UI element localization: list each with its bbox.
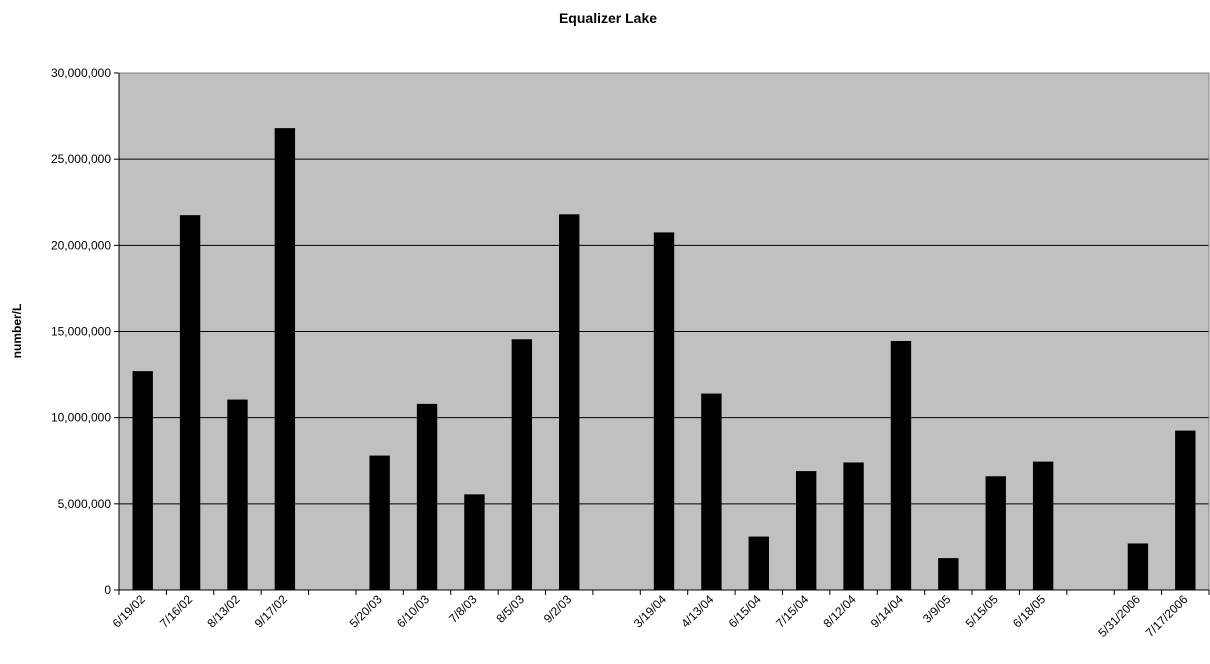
bar — [1032, 461, 1054, 590]
x-tick-label: 7/8/03 — [446, 592, 480, 626]
bar — [795, 471, 817, 590]
chart-title: Equalizer Lake — [559, 10, 657, 26]
y-tick-label: 15,000,000 — [51, 325, 111, 339]
x-tick-label: 8/13/02 — [204, 592, 242, 630]
bar — [227, 399, 248, 590]
y-tick-label: 5,000,000 — [58, 497, 112, 511]
bar — [653, 232, 675, 591]
y-tick-label: 25,000,000 — [51, 152, 111, 166]
bar — [132, 371, 153, 590]
bar — [1175, 430, 1196, 590]
bar — [464, 494, 485, 590]
y-tick-label: 0 — [104, 583, 111, 597]
y-tick-label: 30,000,000 — [51, 66, 111, 80]
x-tick-label: 6/19/02 — [110, 592, 148, 630]
x-tick-label: 6/18/05 — [1010, 592, 1048, 630]
bar — [890, 340, 912, 590]
x-tick-label: 6/15/04 — [726, 592, 764, 630]
x-tick-label: 5/20/03 — [347, 592, 385, 630]
bar — [369, 455, 390, 590]
x-tick-label: 6/10/03 — [394, 592, 432, 630]
x-tick-label: 3/9/05 — [920, 592, 954, 626]
y-tick-labels: 0 5,000,000 10,000,000 15,000,000 20,000,000… — [51, 66, 111, 597]
x-tick-labels: 6/19/02 7/16/02 8/13/02 9/17/02 5/20/03 6/10/… — [110, 592, 1191, 640]
x-tick-label: 5/31/2006 — [1095, 592, 1143, 640]
bar — [938, 558, 959, 590]
x-tick-label: 5/15/05 — [963, 592, 1001, 630]
x-tick-label: 7/16/02 — [157, 592, 195, 630]
bars — [132, 128, 1196, 591]
bar — [416, 403, 438, 590]
x-tick-label: 8/5/03 — [493, 592, 527, 626]
x-tick-label: 4/13/04 — [678, 592, 716, 630]
bar — [559, 214, 580, 590]
bar — [274, 128, 296, 590]
x-tick-label: 9/14/04 — [868, 592, 906, 630]
bar — [701, 393, 722, 590]
y-tick-label: 20,000,000 — [51, 238, 111, 252]
x-tick-label: 9/17/02 — [252, 592, 290, 630]
axes — [114, 72, 1210, 595]
x-tick-label: 7/17/2006 — [1143, 592, 1191, 640]
bar — [748, 536, 769, 590]
bar — [511, 339, 533, 590]
bar — [179, 215, 201, 591]
x-tick-label: 7/15/04 — [773, 592, 811, 630]
x-tick-label: 8/12/04 — [820, 592, 858, 630]
bar — [843, 462, 864, 590]
y-axis-label: number/L — [10, 304, 24, 359]
x-tick-label: 3/19/04 — [631, 592, 669, 630]
y-tick-label: 10,000,000 — [51, 411, 111, 425]
x-tick-label: 9/2/03 — [541, 592, 575, 626]
bar — [1127, 543, 1149, 590]
bar — [985, 476, 1006, 590]
